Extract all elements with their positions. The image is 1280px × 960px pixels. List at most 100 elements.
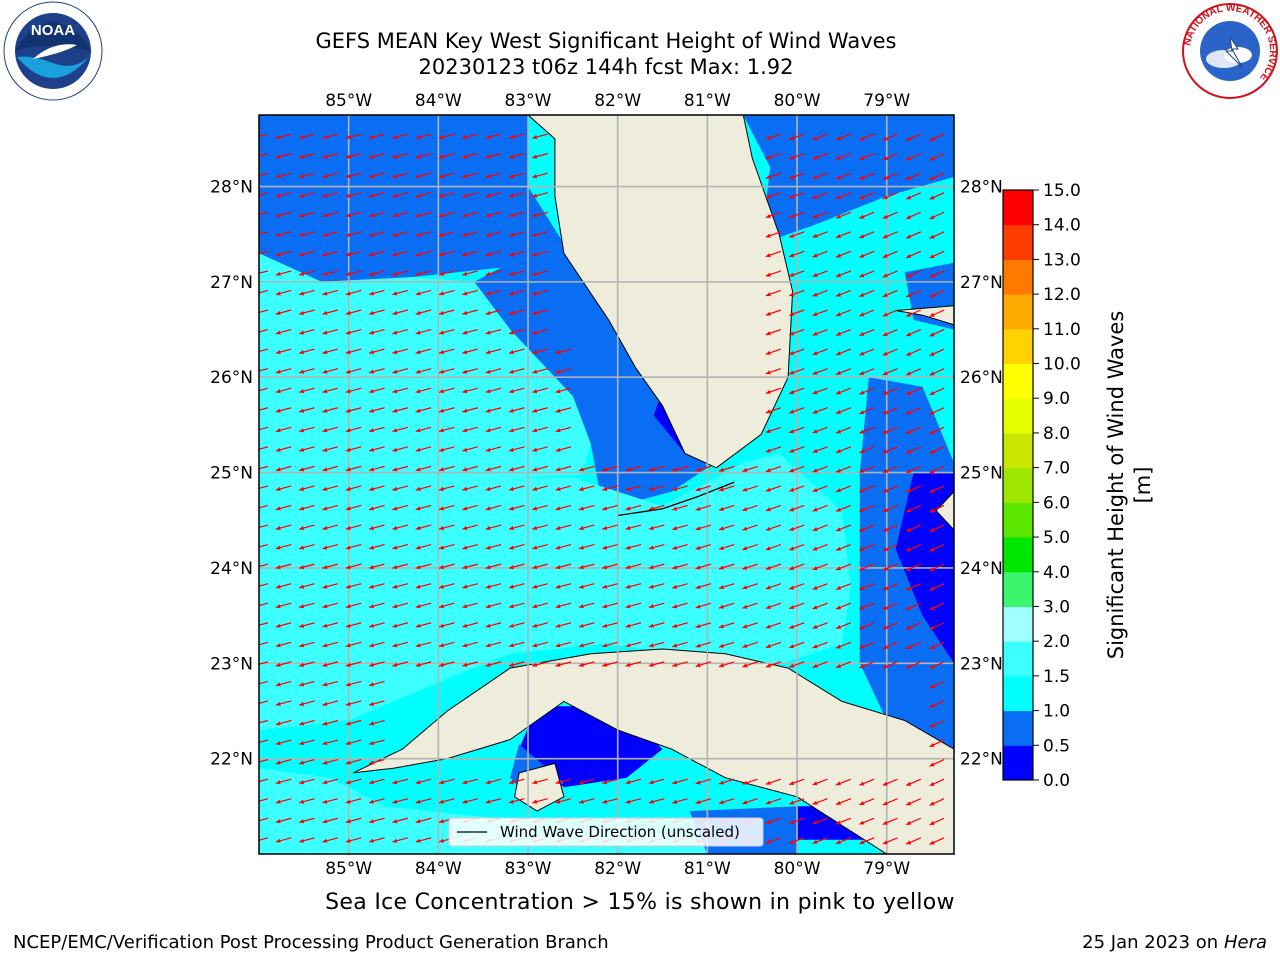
wave-arrow-head [369, 428, 374, 433]
wave-arrow-head [789, 331, 795, 336]
wave-arrow-head [415, 252, 421, 257]
wave-arrow-head [392, 330, 398, 335]
wave-arrow-head [369, 271, 374, 276]
wave-arrow-head [369, 643, 374, 648]
wave-arrow-head [275, 408, 281, 413]
wave-arrow-head [859, 840, 865, 845]
wave-arrow-head [719, 585, 724, 590]
wave-arrow-head [765, 448, 771, 453]
wave-arrow-head [906, 645, 912, 649]
wave-arrow-head [929, 606, 935, 610]
wave-arrow-head [929, 156, 935, 161]
wave-arrow-head [625, 467, 631, 472]
wave-arrow-head [859, 801, 865, 805]
lat-tick-left: 22°N [210, 750, 253, 770]
wave-arrow-head [882, 312, 888, 317]
wave-arrow-head [299, 741, 305, 746]
wave-arrow-head [929, 312, 935, 317]
colorbar-cell [1003, 502, 1033, 538]
wave-arrow [259, 289, 269, 294]
wave-arrow-head [812, 272, 818, 277]
wave-arrow-head [369, 838, 374, 843]
wave-arrow-head [275, 682, 281, 687]
wave-arrow-head [812, 409, 818, 414]
wave-arrow-head [789, 800, 795, 805]
wave-arrow-head [859, 586, 865, 590]
wave-arrow-head [929, 625, 935, 630]
wave-arrow-head [695, 643, 701, 648]
wave-arrow-head [415, 330, 421, 335]
wave-arrow-head [275, 799, 281, 804]
wave-arrow-head [742, 565, 748, 570]
legend-label: Wind Wave Direction (unscaled) [500, 823, 740, 841]
wave-arrow-head [322, 350, 328, 355]
wave-arrow-head [812, 233, 818, 238]
colorbar-tick-label: 9.0 [1043, 389, 1070, 409]
wave-arrow-head [299, 135, 305, 140]
wave-arrow-head [789, 409, 795, 414]
wave-arrow-head [555, 389, 561, 394]
wave-arrow-head [929, 586, 935, 591]
wave-arrow-head [906, 664, 912, 669]
wave-arrow-head [462, 135, 468, 140]
wave-arrow-head [882, 429, 888, 434]
wave-arrow-head [648, 604, 654, 609]
wave-arrow-head [882, 605, 888, 610]
wave-arrow-head [555, 447, 561, 452]
wave-arrow-head [765, 409, 771, 414]
wave-arrow-head [322, 232, 328, 237]
colorbar-cell [1003, 328, 1033, 365]
wave-arrow-head [578, 565, 584, 570]
wave-arrow-head [392, 213, 398, 218]
wave-arrow-head [462, 467, 468, 472]
wave-arrow-head [299, 525, 305, 531]
wave-arrow-head [462, 623, 468, 628]
wave-arrow-head [555, 408, 561, 413]
wave-arrow-head [299, 154, 305, 159]
wave-arrow-head [836, 800, 841, 805]
wave-arrow-head [253, 409, 258, 413]
andros-land [935, 490, 954, 531]
svg-text:NOAA: NOAA [31, 22, 75, 39]
wave-arrow [259, 348, 269, 353]
wave-arrow-head [695, 584, 701, 589]
colorbar-tick-label: 0.5 [1043, 736, 1070, 756]
wave-arrow-head [882, 820, 888, 825]
wave-arrow-head [555, 604, 561, 609]
lat-tick-left: 23°N [210, 654, 253, 674]
wave-arrow-head [859, 253, 865, 258]
wave-arrow-head [812, 312, 818, 316]
wave-arrow-head [789, 605, 795, 610]
wave-arrow-head [485, 232, 491, 237]
wave-arrow-head [836, 507, 841, 512]
wave-arrow-head [789, 546, 795, 551]
wave-arrow-head [812, 663, 818, 668]
lon-tick-top: 83°W [505, 91, 552, 111]
wave-arrow-head [485, 486, 491, 491]
wave-arrow-head [672, 526, 678, 531]
sea-ice-note: Sea Ice Concentration > 15% is shown in … [325, 890, 955, 915]
wave-arrow-head [369, 565, 374, 570]
wave-arrow-head [485, 584, 491, 589]
lon-tick-bottom: 80°W [774, 859, 821, 879]
wave-arrow-head [299, 447, 305, 452]
wave-arrow-head [369, 584, 374, 589]
wave-arrow-head [299, 350, 305, 355]
wave-arrow-head [485, 506, 491, 511]
wave-arrow-head [439, 467, 444, 472]
wave-arrow-head [532, 369, 538, 374]
wave-arrow-head [532, 310, 538, 315]
wave-arrow-head [322, 721, 328, 726]
wave-arrow-head [392, 799, 398, 804]
wave-arrow-head [742, 643, 748, 648]
wave-arrow-head [882, 332, 888, 336]
wave-arrow-head [625, 525, 631, 531]
wave-arrow-head [322, 428, 328, 433]
wave-arrow-head [602, 506, 608, 511]
wave-arrow-head [299, 213, 305, 218]
wave-arrow-head [345, 701, 351, 706]
wave-arrow [259, 172, 269, 177]
wave-arrow-head [532, 525, 538, 531]
wave-arrow-head [299, 701, 305, 706]
wave-arrow-head [345, 252, 351, 257]
